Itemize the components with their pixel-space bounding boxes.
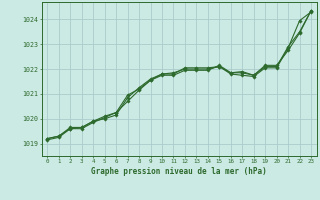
X-axis label: Graphe pression niveau de la mer (hPa): Graphe pression niveau de la mer (hPa) — [91, 167, 267, 176]
